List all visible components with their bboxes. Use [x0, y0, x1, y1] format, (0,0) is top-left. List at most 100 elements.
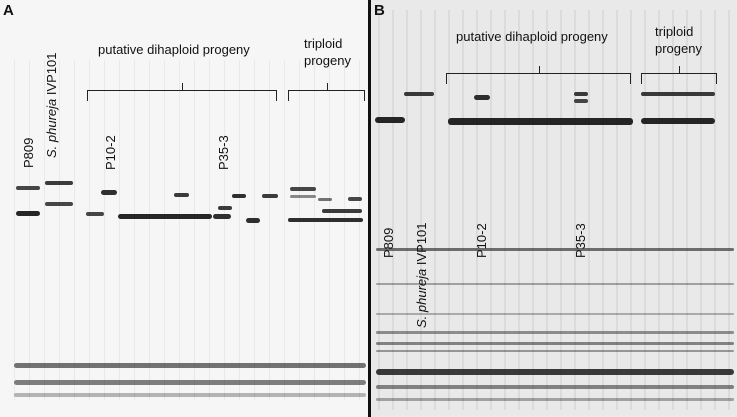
- panel-b-dihaploid-label: putative dihaploid progeny: [456, 29, 608, 44]
- gel-panel-a: [0, 0, 368, 417]
- gel-lane-streak: [672, 10, 674, 410]
- gel-lane-streak: [588, 10, 590, 410]
- panel-a-triploid-label-2: progeny: [304, 53, 351, 68]
- panel-a-lane-p35-3: P35-3: [216, 135, 231, 170]
- panel-b-label: B: [374, 2, 385, 19]
- gel-lane-streak: [329, 60, 330, 400]
- gel-band: [474, 95, 490, 100]
- gel-lane-streak: [134, 60, 135, 400]
- gel-lane-streak: [420, 10, 422, 410]
- gel-lane-streak: [546, 10, 548, 410]
- gel-lane-streak: [630, 10, 632, 410]
- panel-a-triploid-bracket: [288, 83, 365, 101]
- gel-lane-streak: [344, 60, 345, 400]
- gel-background-band: [376, 369, 734, 375]
- panel-a-lane-phureja: S. phureja IVP101: [44, 52, 59, 158]
- gel-band: [86, 212, 104, 216]
- gel-band: [288, 218, 363, 222]
- gel-band: [641, 118, 715, 124]
- gel-background-band: [376, 331, 734, 334]
- gel-lane-streak: [560, 10, 562, 410]
- gel-band: [404, 92, 434, 96]
- gel-band: [318, 198, 332, 201]
- gel-lane-streak: [434, 10, 436, 410]
- gel-lane-streak: [254, 60, 255, 400]
- gel-band: [213, 214, 231, 219]
- gel-band: [218, 206, 232, 210]
- gel-lane-streak: [164, 60, 165, 400]
- gel-lane-streak: [314, 60, 315, 400]
- gel-band: [641, 92, 715, 96]
- panel-b-dihaploid-bracket: [446, 66, 631, 84]
- gel-band: [16, 186, 40, 190]
- gel-band: [375, 117, 405, 123]
- gel-lane-streak: [29, 60, 30, 400]
- gel-lane-streak: [406, 10, 408, 410]
- gel-band: [262, 194, 278, 198]
- gel-background-band: [14, 380, 366, 385]
- gel-band: [290, 195, 316, 198]
- gel-lane-streak: [602, 10, 604, 410]
- panel-b-lane-p809: P809: [381, 227, 396, 258]
- gel-band: [322, 209, 362, 213]
- panel-b-lane-p10-2: P10-2: [474, 223, 489, 258]
- gel-background-band: [376, 398, 734, 401]
- gel-background-band: [14, 363, 366, 368]
- gel-band: [45, 202, 73, 206]
- gel-lane-streak: [209, 60, 210, 400]
- gel-lane-streak: [104, 60, 105, 400]
- gel-background-band: [14, 393, 366, 397]
- gel-panel-b: [371, 0, 737, 417]
- gel-lane-streak: [686, 10, 688, 410]
- gel-lane-streak: [728, 10, 730, 410]
- gel-background-band: [376, 248, 734, 251]
- gel-lane-streak: [269, 60, 270, 400]
- gel-background-band: [376, 283, 734, 285]
- gel-background-band: [376, 350, 734, 352]
- gel-band: [16, 211, 40, 216]
- panel-a-dihaploid-bracket: [87, 83, 277, 101]
- gel-lane-streak: [224, 60, 225, 400]
- gel-lane-streak: [476, 10, 478, 410]
- gel-lane-streak: [119, 60, 120, 400]
- gel-band: [574, 92, 588, 96]
- gel-lane-streak: [359, 60, 360, 400]
- gel-band: [232, 194, 246, 198]
- gel-lane-streak: [44, 60, 45, 400]
- gel-band: [101, 190, 117, 195]
- gel-band: [118, 214, 212, 219]
- panel-a-lane-p10-2: P10-2: [103, 135, 118, 170]
- gel-lane-streak: [299, 60, 300, 400]
- panel-b-triploid-label-1: triploid: [655, 24, 694, 39]
- gel-lane-streak: [616, 10, 618, 410]
- gel-lane-streak: [59, 60, 60, 400]
- gel-background-band: [376, 342, 734, 345]
- gel-band: [574, 99, 588, 103]
- panel-a-label: A: [3, 2, 14, 19]
- gel-lane-streak: [74, 60, 75, 400]
- gel-lane-streak: [518, 10, 520, 410]
- gel-lane-streak: [89, 60, 90, 400]
- gel-lane-streak: [700, 10, 702, 410]
- panel-b-lane-p35-3: P35-3: [573, 223, 588, 258]
- panel-a-dihaploid-label: putative dihaploid progeny: [98, 42, 250, 57]
- gel-lane-streak: [644, 10, 646, 410]
- gel-lane-streak: [714, 10, 716, 410]
- gel-band: [290, 187, 316, 191]
- panel-b-triploid-bracket: [641, 66, 717, 84]
- gel-lane-streak: [284, 60, 285, 400]
- gel-lane-streak: [574, 10, 576, 410]
- gel-lane-streak: [658, 10, 660, 410]
- gel-lane-streak: [149, 60, 150, 400]
- panel-divider: [368, 0, 371, 417]
- gel-lane-streak: [504, 10, 506, 410]
- gel-lane-streak: [14, 60, 15, 400]
- gel-band: [448, 118, 633, 125]
- gel-background-band: [376, 313, 734, 315]
- gel-lane-streak: [378, 10, 380, 410]
- gel-band: [246, 218, 260, 223]
- gel-lane-streak: [462, 10, 464, 410]
- gel-lane-streak: [448, 10, 450, 410]
- panel-b-triploid-label-2: progeny: [655, 41, 702, 56]
- gel-band: [45, 181, 73, 185]
